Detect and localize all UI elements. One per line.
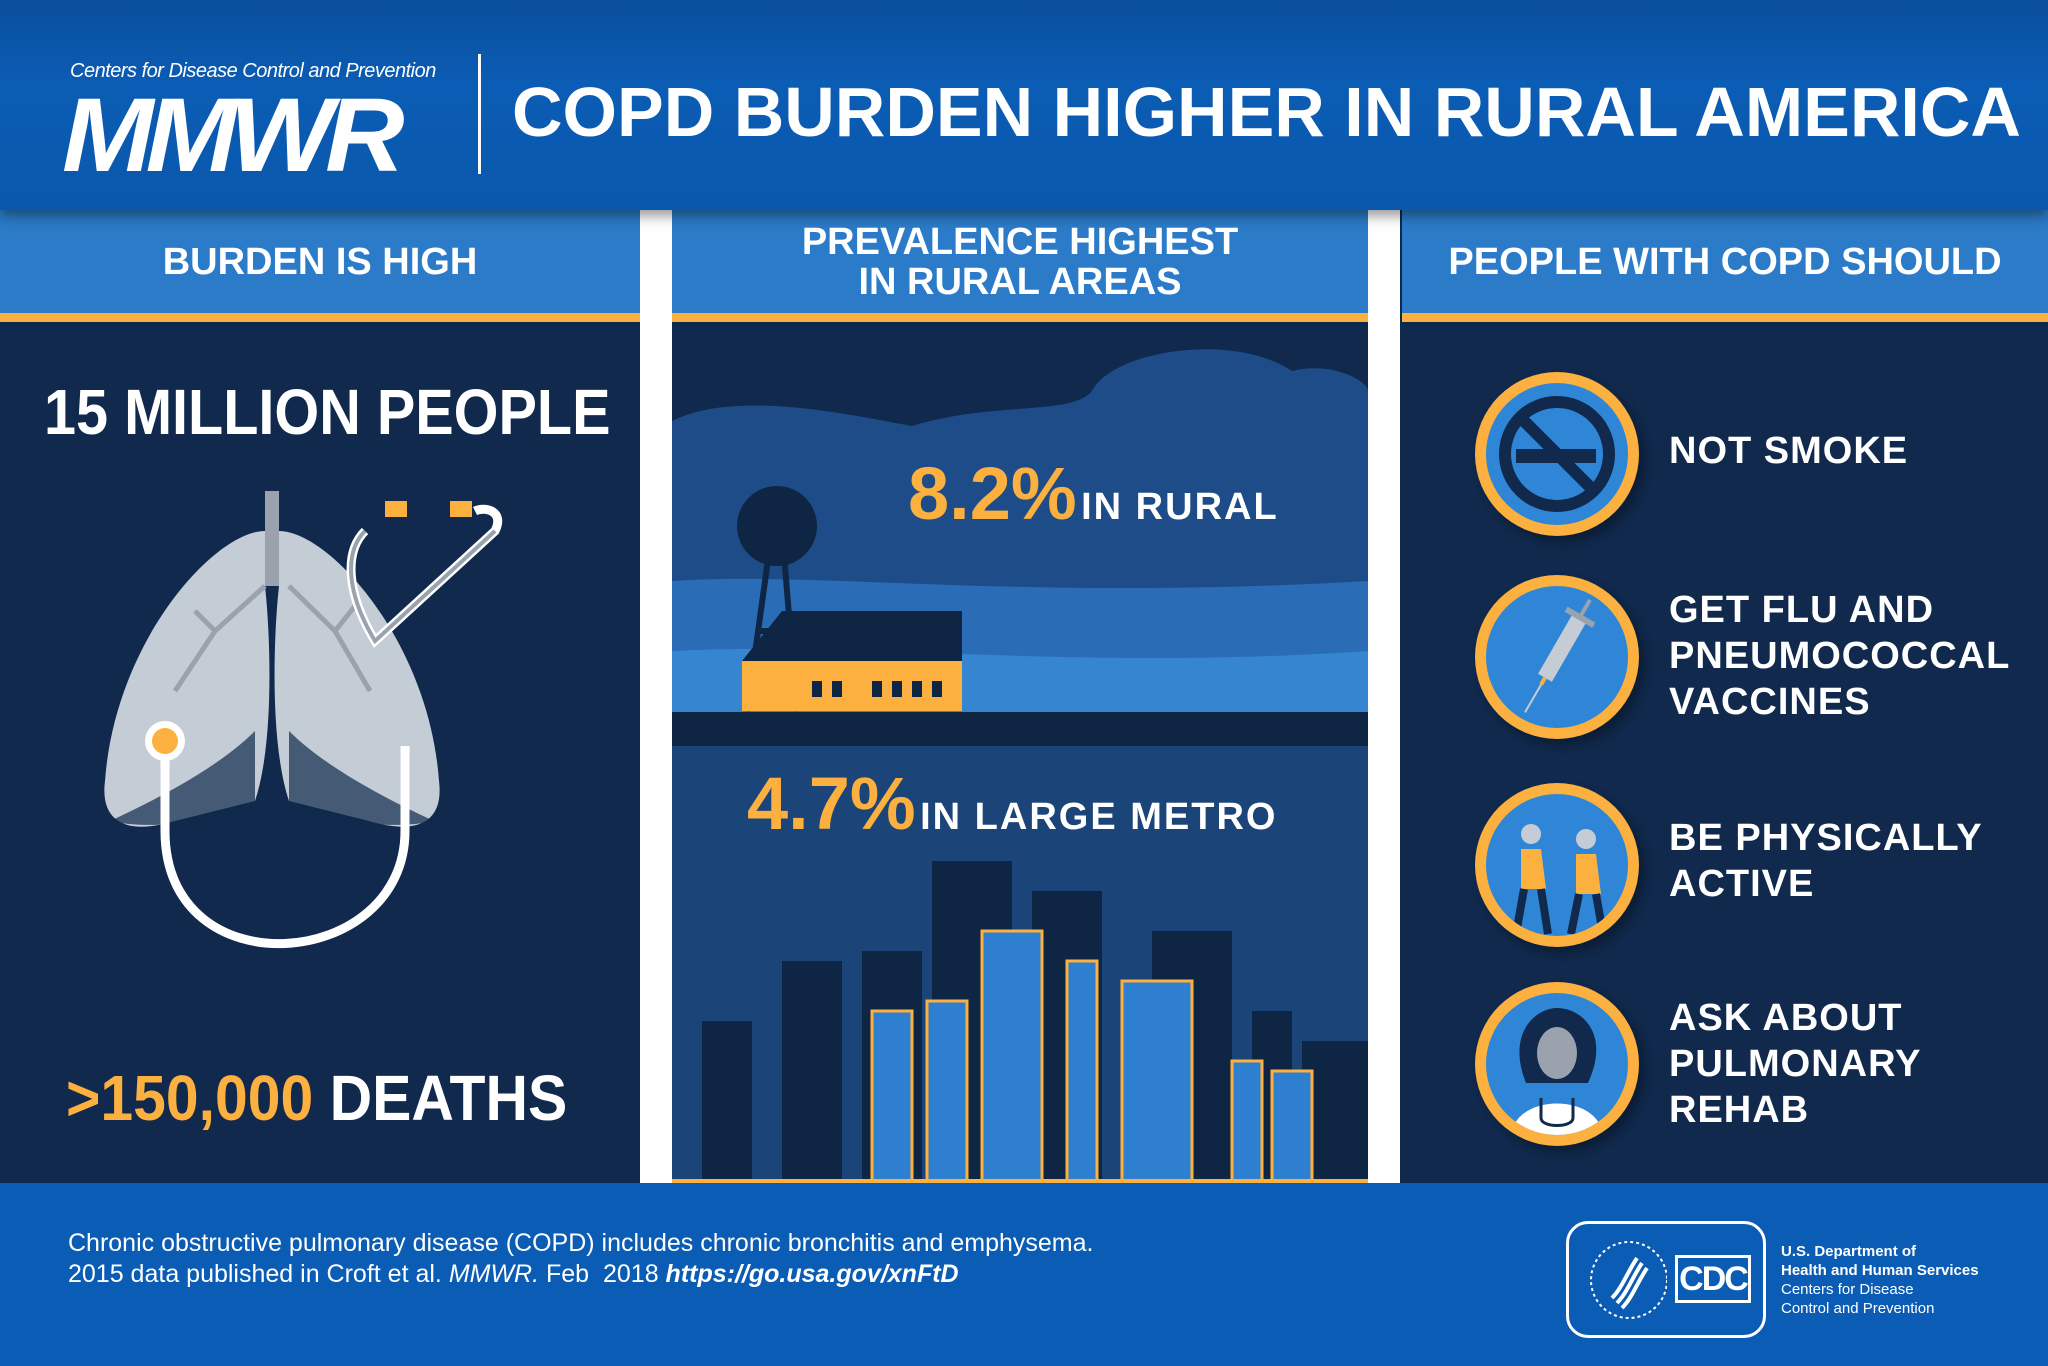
action-rehab: ASK ABOUT PULMONARY REHAB xyxy=(1669,995,1921,1133)
people-count: 15 MILLION PEOPLE xyxy=(44,376,611,448)
deaths-stat: >150,000 DEATHS xyxy=(66,1061,567,1135)
burden-heading: BURDEN IS HIGH xyxy=(0,210,640,322)
divider xyxy=(478,54,481,174)
action-line: NOT SMOKE xyxy=(1669,430,1909,472)
action-line: PNEUMOCOCCAL xyxy=(1669,635,2011,677)
heading-line: IN RURAL AREAS xyxy=(858,260,1182,303)
deaths-number: >150,000 xyxy=(66,1062,314,1134)
column-gap xyxy=(640,210,672,1183)
should-heading: PEOPLE WITH COPD SHOULD xyxy=(1402,210,2048,322)
heading-text: BURDEN IS HIGH xyxy=(162,240,478,283)
source-date: Feb 2018 xyxy=(539,1260,666,1288)
page-title: COPD BURDEN HIGHER IN RURAL AMERICA xyxy=(512,73,2021,151)
doctor-icon xyxy=(1475,982,1639,1146)
deaths-label: DEATHS xyxy=(329,1062,568,1134)
rural-value: 8.2% xyxy=(908,452,1077,535)
action-line: PULMONARY xyxy=(1669,1043,1922,1085)
action-line: ACTIVE xyxy=(1669,863,1815,905)
header: Centers for Disease Control and Preventi… xyxy=(0,0,2048,210)
action-line: VACCINES xyxy=(1669,681,1871,723)
hhs-cdc-logo-box xyxy=(1566,1221,1766,1338)
action-line: GET FLU AND xyxy=(1669,589,1935,631)
footnote-definition: Chronic obstructive pulmonary disease (C… xyxy=(68,1229,1094,1257)
hhs-eagle-icon xyxy=(1590,1241,1667,1319)
action-not-smoke: NOT SMOKE xyxy=(1669,428,1908,474)
syringe-icon xyxy=(1475,575,1639,739)
org-name: Centers for Disease Control and Preventi… xyxy=(70,60,436,82)
hhs-line2: Health and Human Services xyxy=(1781,1262,1979,1279)
column-gap xyxy=(1368,210,1400,1183)
source-link[interactable]: https://go.usa.gov/xnFtD xyxy=(665,1260,959,1288)
cdc-line2: Control and Prevention xyxy=(1781,1300,1935,1317)
burden-column: 15 MILLION PEOPLE >150,000 DEATHS xyxy=(0,331,640,1183)
action-line: ASK ABOUT xyxy=(1669,997,1903,1039)
no-smoking-icon xyxy=(1475,372,1639,536)
rural-label: IN RURAL xyxy=(1081,486,1279,528)
rural-urban-scene xyxy=(672,331,1368,1183)
journal-name: MMWR. xyxy=(448,1260,540,1288)
action-active: BE PHYSICALLY ACTIVE xyxy=(1669,815,1983,907)
city-buildings xyxy=(870,929,1314,1183)
hhs-line1: U.S. Department of xyxy=(1781,1243,1917,1260)
mmwr-logo: MMWR xyxy=(62,77,405,194)
metro-value: 4.7% xyxy=(747,762,916,845)
prevalence-column: 8.2% IN RURAL 4.7% IN LARGE METRO xyxy=(672,331,1368,1183)
prevalence-heading: PREVALENCE HIGHEST IN RURAL AREAS xyxy=(672,210,1368,322)
rural-stat: 8.2% IN RURAL xyxy=(908,451,1279,536)
action-vaccines: GET FLU AND PNEUMOCOCCAL VACCINES xyxy=(1669,587,2010,725)
exercise-icon xyxy=(1475,783,1639,947)
action-line: BE PHYSICALLY xyxy=(1669,817,1983,859)
metro-label: IN LARGE METRO xyxy=(920,796,1278,838)
action-line: REHAB xyxy=(1669,1089,1810,1131)
cdc-line1: Centers for Disease xyxy=(1781,1281,1914,1298)
barn-icon xyxy=(742,611,962,711)
source-text: 2015 data published in Croft et al. xyxy=(68,1260,449,1288)
lungs-stethoscope-icon xyxy=(104,491,502,948)
should-column: NOT SMOKE GET FLU AND PNEUMOCOCCAL VACCINE… xyxy=(1402,331,2048,1183)
cdc-logo: CDC xyxy=(1675,1255,1751,1303)
footnote-source: 2015 data published in Croft et al. MMWR… xyxy=(68,1260,959,1289)
metro-stat: 4.7% IN LARGE METRO xyxy=(747,761,1277,846)
heading-text: PREVALENCE HIGHEST IN RURAL AREAS xyxy=(802,222,1238,302)
heading-line: PREVALENCE HIGHEST xyxy=(801,220,1239,263)
heading-text: PEOPLE WITH COPD SHOULD xyxy=(1448,240,2002,283)
